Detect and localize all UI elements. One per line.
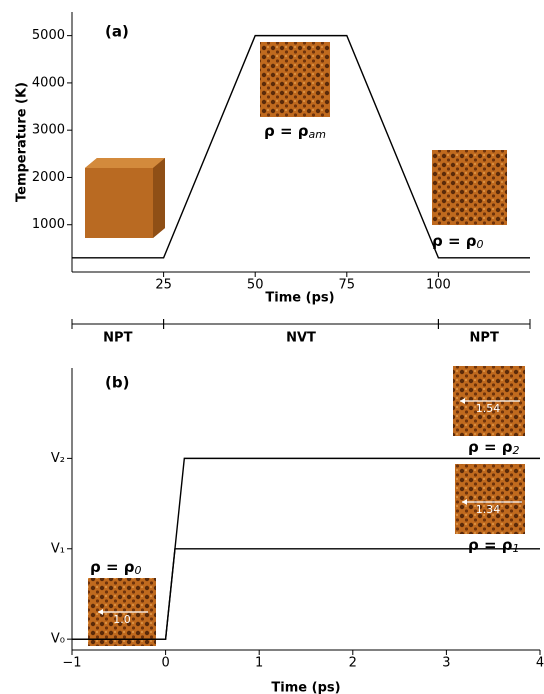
- annotation-text: ρ = ρ: [468, 536, 513, 554]
- annotation: ρ = ρ2: [468, 438, 520, 458]
- x-tick-label: 1: [255, 656, 263, 671]
- phase-label: NPT: [470, 331, 499, 346]
- annotation: ρ = ρ1: [468, 536, 520, 556]
- annotation: ρ = ρam: [264, 122, 326, 142]
- annotation-subscript: 0: [477, 238, 484, 251]
- x-axis-label: Time (ps): [265, 291, 334, 306]
- scale-label: 1.54: [476, 402, 501, 415]
- panel-label: (b): [105, 374, 129, 392]
- y-tick-label: V₁: [51, 541, 65, 556]
- x-tick-label: 4: [536, 656, 544, 671]
- cube-image: [432, 150, 507, 225]
- cube-image: [260, 42, 330, 117]
- annotation-subscript: 0: [135, 564, 142, 577]
- panel-label: (a): [105, 23, 129, 41]
- annotation-text: ρ = ρ: [468, 438, 513, 456]
- x-tick-label: 3: [442, 656, 450, 671]
- scale-label: 1.34: [476, 503, 501, 516]
- annotation: ρ = ρ0: [90, 558, 142, 578]
- x-tick-label: 0: [161, 656, 169, 671]
- cube-image: [455, 464, 525, 534]
- scale-label: 1.0: [113, 613, 131, 626]
- x-tick-label: 75: [339, 278, 356, 293]
- cube-solid: [85, 158, 165, 238]
- figure: 25507510010002000300040005000Time (ps)Te…: [0, 0, 544, 694]
- y-axis-label: Temperature (K): [15, 82, 30, 202]
- y-tick-label: 1000: [32, 217, 65, 232]
- x-tick-label: −1: [62, 656, 81, 671]
- phase-label: NVT: [286, 331, 316, 346]
- x-tick-label: 2: [349, 656, 357, 671]
- y-tick-label: 3000: [32, 123, 65, 138]
- annotation-subscript: am: [309, 128, 326, 141]
- y-tick-label: 2000: [32, 170, 65, 185]
- y-tick-label: 4000: [32, 75, 65, 90]
- annotation-text: ρ = ρ: [90, 558, 135, 576]
- x-tick-label: 100: [426, 278, 451, 293]
- annotation: ρ = ρ0: [432, 232, 484, 252]
- y-tick-label: 5000: [32, 28, 65, 43]
- y-tick-label: V₀: [51, 632, 65, 647]
- y-tick-label: V₂: [51, 451, 65, 466]
- annotation-text: ρ = ρ: [432, 232, 477, 250]
- phase-label: NPT: [103, 331, 132, 346]
- annotation-subscript: 2: [513, 444, 520, 457]
- x-tick-label: 50: [247, 278, 264, 293]
- annotation-text: ρ = ρ: [264, 122, 309, 140]
- x-tick-label: 25: [155, 278, 172, 293]
- annotation-subscript: 1: [513, 542, 520, 555]
- x-axis-label: Time (ps): [271, 681, 340, 694]
